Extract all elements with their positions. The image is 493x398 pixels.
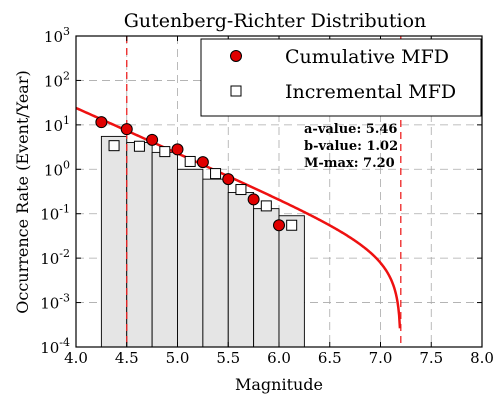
histogram-bar-1 [126,142,153,348]
histogram-bar-5 [227,192,255,348]
cumulative-point-6 [247,193,260,206]
cumulative-point-1 [120,123,133,136]
incremental-point-4 [210,168,222,180]
legend-label-cumulative: Cumulative MFD [285,46,449,68]
incremental-point-0 [108,140,120,152]
x-tick-label-2: 5.0 [166,349,190,367]
x-tick-label-5: 6.5 [318,349,342,367]
chart-title: Gutenberg-Richter Distribution [124,10,427,32]
x-tick-label-1: 4.5 [115,349,139,367]
y-tick-label-7: 10-4 [40,336,70,357]
b-value-label: b-value: 1.02 [304,139,398,154]
cumulative-point-7 [273,219,285,232]
incremental-point-3 [184,155,196,167]
y-axis-label: Occurrence Rate (Event/Year) [13,70,32,314]
cumulative-point-5 [222,173,235,186]
y-tick-label-1: 102 [44,69,70,90]
incremental-point-1 [133,140,145,152]
m-max-label: M-max: 7.20 [304,156,395,171]
a-value-label: a-value: 5.46 [304,122,397,137]
incremental-point-7 [286,219,298,231]
cumulative-point-4 [196,156,209,169]
x-tick-label-4: 6.0 [267,349,291,367]
y-tick-label-0: 103 [44,25,70,46]
x-axis-label: Magnitude [235,375,323,394]
x-tick-label-3: 5.5 [216,349,240,367]
histogram-bar-3 [177,168,204,348]
y-tick-label-4: 10-1 [40,203,70,224]
incremental-point-2 [159,146,171,158]
x-tick-label-6: 7.0 [369,349,393,367]
stats-annotation: a-value: 5.46 b-value: 1.02 M-max: 7.20 [304,122,398,171]
y-tick-label-3: 100 [44,158,70,179]
cumulative-point-2 [146,133,159,146]
legend: Cumulative MFD Incremental MFD [200,38,482,117]
x-tick-label-7: 7.5 [419,349,443,367]
legend-marker-cumulative [230,50,242,62]
cumulative-point-3 [171,143,184,156]
histogram-bar-2 [151,151,178,348]
y-tick-label-2: 101 [44,114,70,135]
y-tick-label-5: 10-2 [40,247,70,268]
cumulative-point-0 [95,116,108,129]
histogram-bar-4 [202,178,229,348]
histogram-bar-7 [278,215,305,348]
legend-marker-incremental [230,85,242,97]
legend-label-incremental: Incremental MFD [285,81,456,103]
x-tick-label-0: 4.0 [64,349,88,367]
histogram-bar-0 [100,135,128,348]
incremental-point-6 [260,200,272,212]
x-tick-label-8: 8.0 [470,349,493,367]
incremental-point-5 [235,184,247,196]
y-tick-label-6: 10-3 [40,292,70,313]
data-markers [95,116,298,232]
histogram-bars [100,135,305,348]
axis-ticks: 4.0 4.5 5.0 5.5 6.0 6.5 7.0 7.5 8.0 103 102 101 100 1… [40,25,493,367]
legend-box [200,38,482,117]
